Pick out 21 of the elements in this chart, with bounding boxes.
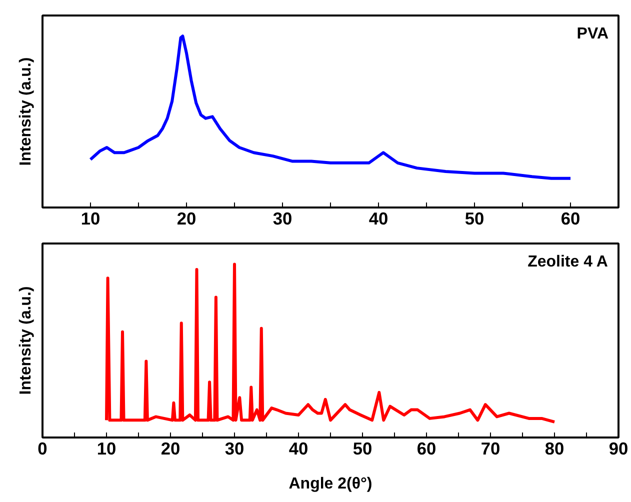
x-tick-label: 40	[368, 208, 388, 228]
x-tick-label: 20	[160, 438, 180, 458]
y-axis-title: Intensity (a.u.)	[18, 57, 34, 166]
x-tick-label: 30	[224, 438, 244, 458]
x-tick-label: 10	[80, 208, 100, 228]
x-tick-label: 90	[608, 438, 628, 458]
x-tick-label: 10	[96, 438, 116, 458]
annotation: Zeolite 4 A	[528, 254, 608, 270]
x-axis-title: Angle 2(θ°)	[288, 476, 372, 492]
x-tick-label: 60	[416, 438, 436, 458]
x-tick-label: 20	[176, 208, 196, 228]
x-tick-label: 70	[480, 438, 500, 458]
x-tick-label: 30	[272, 208, 292, 228]
x-tick-label: 50	[464, 208, 484, 228]
annotation: PVA	[576, 26, 609, 42]
x-tick-label: 80	[544, 438, 564, 458]
x-tick-label: 40	[288, 438, 308, 458]
y-axis-title: Intensity (a.u.)	[18, 286, 34, 395]
x-tick-label: 50	[352, 438, 372, 458]
x-tick-label: 60	[560, 208, 580, 228]
x-tick-label: 0	[38, 438, 48, 458]
